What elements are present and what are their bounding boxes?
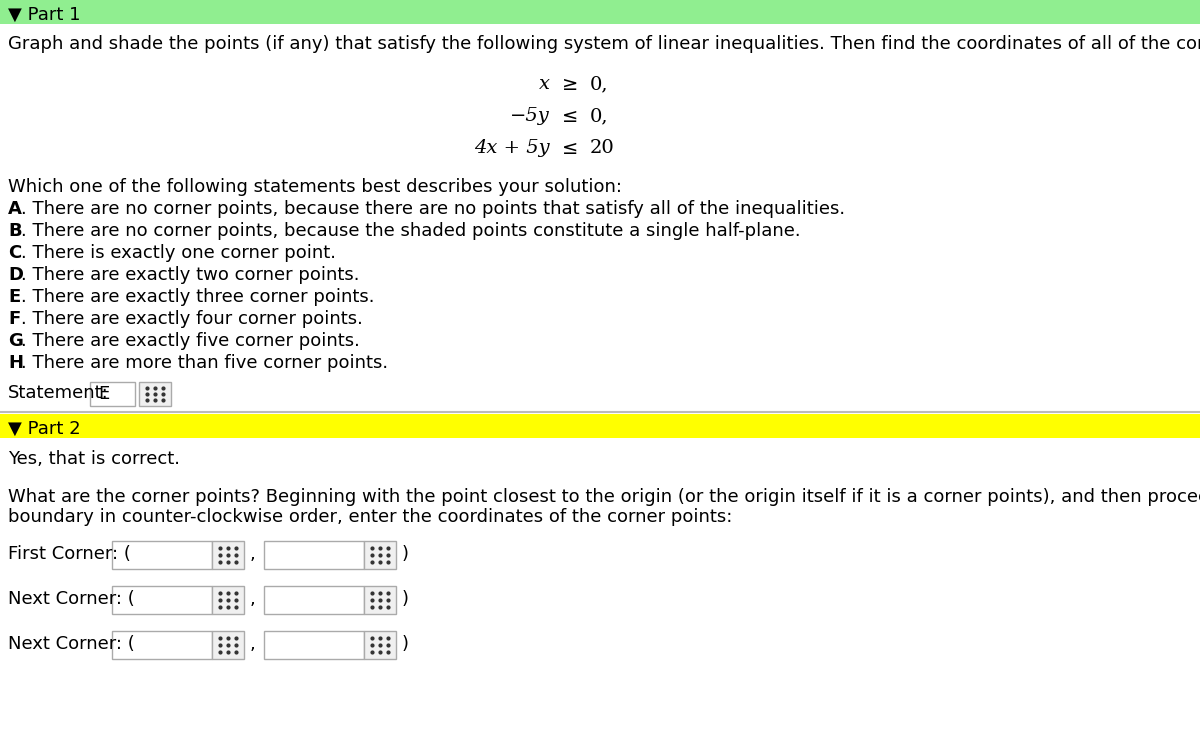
Text: ▼ Part 1: ▼ Part 1 [8, 6, 80, 24]
Text: C: C [8, 244, 22, 262]
Text: ≤: ≤ [562, 107, 578, 126]
Bar [112, 631, 212, 659]
Text: ,: , [250, 545, 256, 563]
Bar [212, 586, 244, 614]
Bar [90, 382, 134, 406]
Text: . There are no corner points, because the shaded points constitute a single half: . There are no corner points, because th… [22, 222, 800, 240]
Text: . There are exactly three corner points.: . There are exactly three corner points. [22, 288, 374, 306]
Text: −5y: −5y [510, 107, 550, 125]
Text: . There is exactly one corner point.: . There is exactly one corner point. [22, 244, 336, 262]
Text: . There are no corner points, because there are no points that satisfy all of th: . There are no corner points, because th… [22, 200, 845, 218]
Text: 0,: 0, [590, 107, 608, 125]
Bar [0, 0, 1200, 24]
Text: ): ) [402, 590, 409, 608]
Text: Graph and shade the points (if any) that satisfy the following system of linear : Graph and shade the points (if any) that… [8, 35, 1200, 53]
Bar [364, 586, 396, 614]
Text: ▼ Part 2: ▼ Part 2 [8, 420, 80, 438]
Text: ): ) [402, 545, 409, 563]
Text: E: E [98, 385, 109, 403]
Text: B: B [8, 222, 22, 240]
Bar [212, 631, 244, 659]
Bar [264, 586, 364, 614]
Bar [0, 414, 1200, 438]
Text: . There are exactly five corner points.: . There are exactly five corner points. [22, 332, 360, 350]
Text: D: D [8, 266, 23, 284]
Text: . There are exactly four corner points.: . There are exactly four corner points. [22, 310, 362, 328]
Text: H: H [8, 354, 23, 372]
Text: A: A [8, 200, 22, 218]
Text: First Corner: (: First Corner: ( [8, 545, 131, 563]
Bar [112, 586, 212, 614]
Text: ): ) [402, 635, 409, 653]
Text: Next Corner: (: Next Corner: ( [8, 635, 134, 653]
Text: ,: , [250, 590, 256, 608]
Bar [112, 541, 212, 569]
Bar [139, 382, 172, 406]
Text: ,: , [250, 635, 256, 653]
Text: ≤: ≤ [562, 139, 578, 158]
Bar [264, 541, 364, 569]
Text: G: G [8, 332, 23, 350]
Text: F: F [8, 310, 20, 328]
Text: E: E [8, 288, 20, 306]
Text: boundary in counter-clockwise order, enter the coordinates of the corner points:: boundary in counter-clockwise order, ent… [8, 508, 732, 526]
Text: Next Corner: (: Next Corner: ( [8, 590, 134, 608]
Text: Which one of the following statements best describes your solution:: Which one of the following statements be… [8, 178, 622, 196]
Bar [364, 541, 396, 569]
Bar [264, 631, 364, 659]
Text: 0,: 0, [590, 75, 608, 93]
Text: ≥: ≥ [562, 75, 578, 94]
Text: 20: 20 [590, 139, 614, 157]
Text: . There are more than five corner points.: . There are more than five corner points… [22, 354, 388, 372]
Text: . There are exactly two corner points.: . There are exactly two corner points. [22, 266, 360, 284]
Text: x: x [539, 75, 550, 93]
Text: Statement:: Statement: [8, 384, 109, 402]
Text: What are the corner points? Beginning with the point closest to the origin (or t: What are the corner points? Beginning wi… [8, 488, 1200, 506]
Bar [212, 541, 244, 569]
Text: 4x + 5y: 4x + 5y [474, 139, 550, 157]
Text: Yes, that is correct.: Yes, that is correct. [8, 450, 180, 468]
Bar [364, 631, 396, 659]
